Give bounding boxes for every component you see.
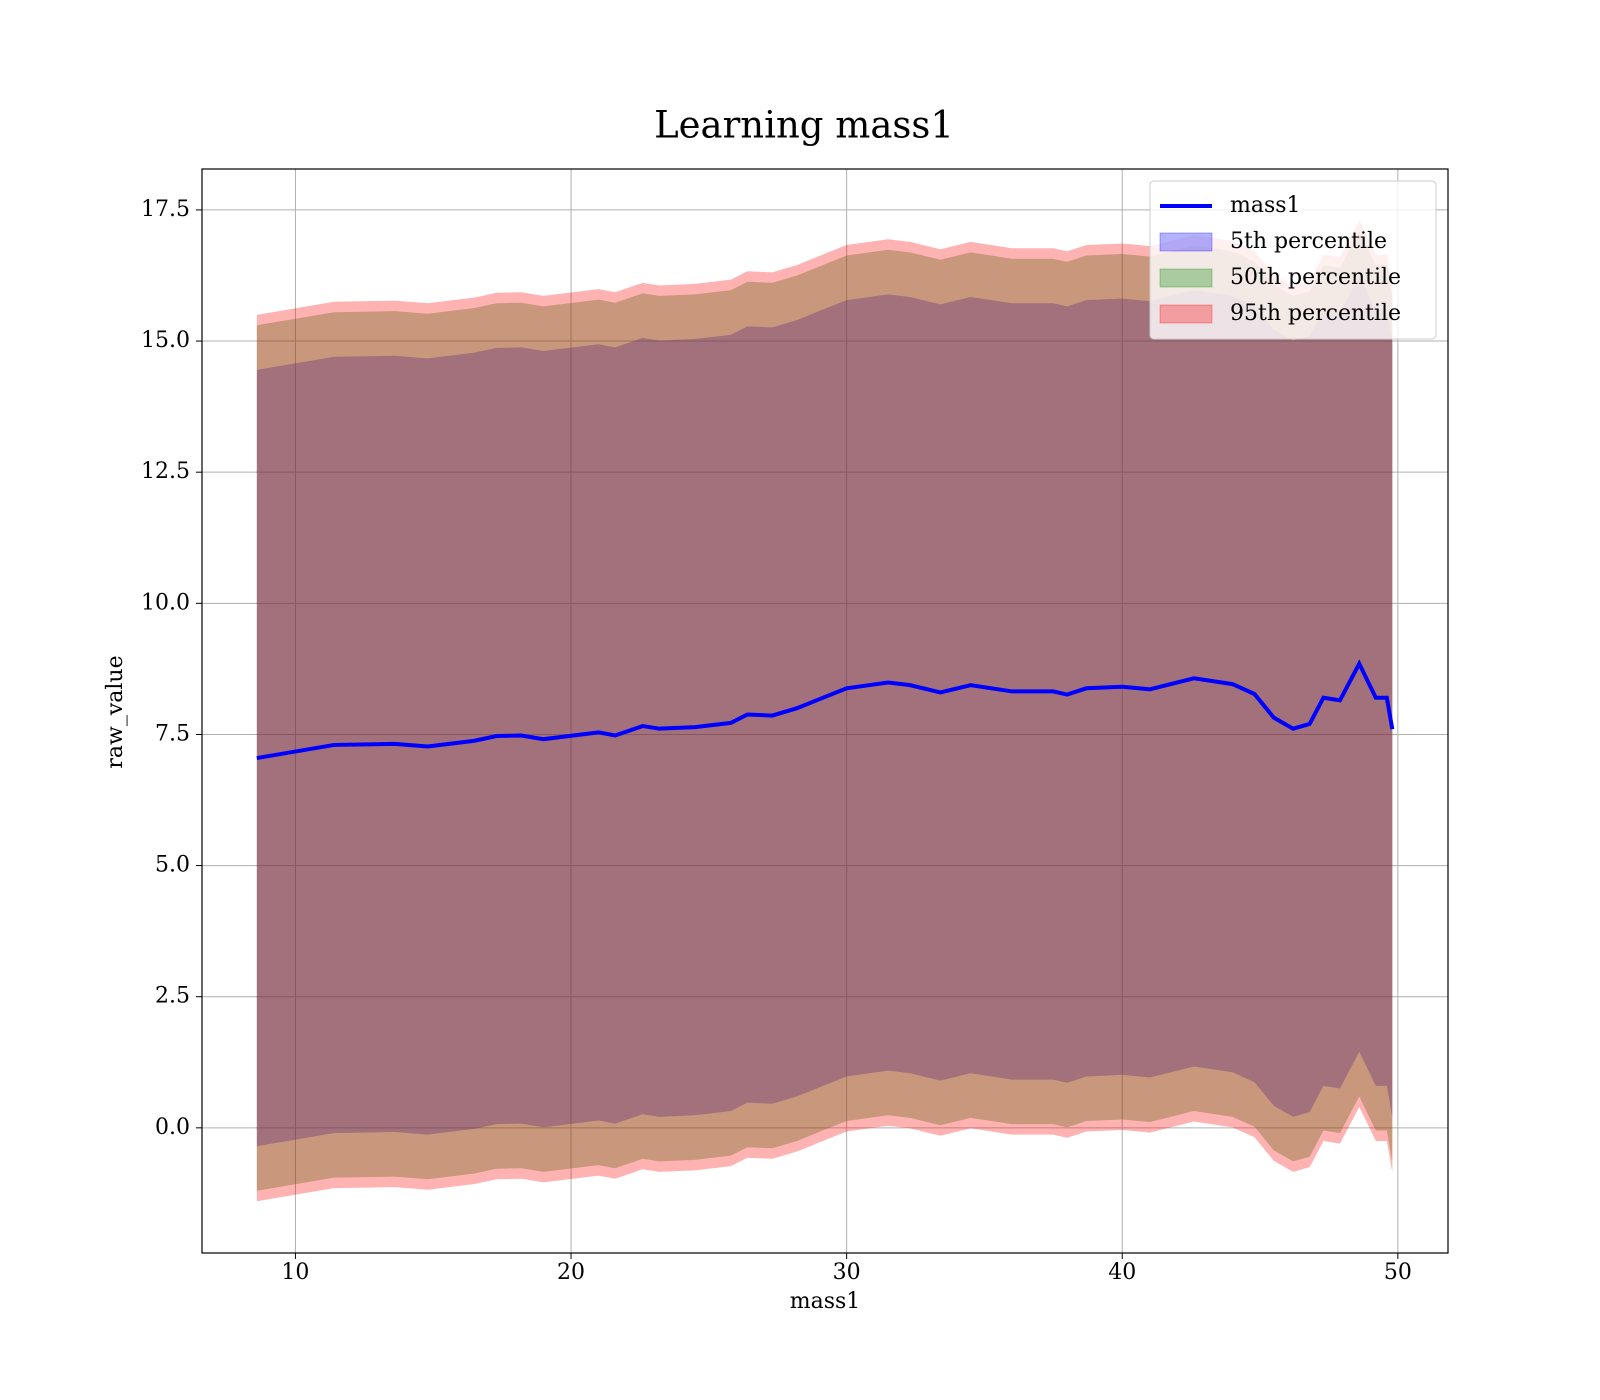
- legend-label: 50th percentile: [1230, 265, 1401, 290]
- plot-frame: [201, 168, 1449, 1254]
- x-tick-label: 50: [1384, 1260, 1412, 1285]
- x-axis-label: mass1: [790, 1289, 861, 1314]
- y-tick-label: 2.5: [155, 984, 190, 1009]
- legend-patch: [1159, 304, 1213, 324]
- legend: mass1 5th percentile 50th percentile 95th p…: [1149, 180, 1437, 340]
- legend-patch: [1159, 232, 1213, 252]
- legend-label: 5th percentile: [1230, 229, 1387, 254]
- y-tick-label: 15.0: [141, 328, 190, 353]
- x-tick-label: 40: [1108, 1260, 1136, 1285]
- y-axis-label: raw_value: [103, 655, 128, 768]
- chart-title: Learning mass1: [654, 104, 954, 147]
- y-tick-label: 10.0: [141, 590, 190, 615]
- x-tick-label: 20: [557, 1260, 585, 1285]
- legend-box: [1149, 180, 1437, 340]
- y-tick-label: 17.5: [141, 197, 190, 222]
- x-tick-label: 30: [833, 1260, 861, 1285]
- y-tick-label: 7.5: [155, 721, 190, 746]
- x-tick-label: 10: [281, 1260, 309, 1285]
- percentile-band: [256, 275, 1393, 1147]
- legend-patch: [1159, 268, 1213, 288]
- line: [256, 659, 1395, 761]
- legend-label: 95th percentile: [1230, 301, 1401, 326]
- percentile-band: [256, 230, 1393, 1191]
- percentile-band: [256, 220, 1393, 1202]
- legend-label: mass1: [1230, 193, 1301, 218]
- y-tick-label: 5.0: [155, 853, 190, 878]
- y-tick-label: 12.5: [141, 459, 190, 484]
- y-tick-label: 0.0: [155, 1115, 190, 1140]
